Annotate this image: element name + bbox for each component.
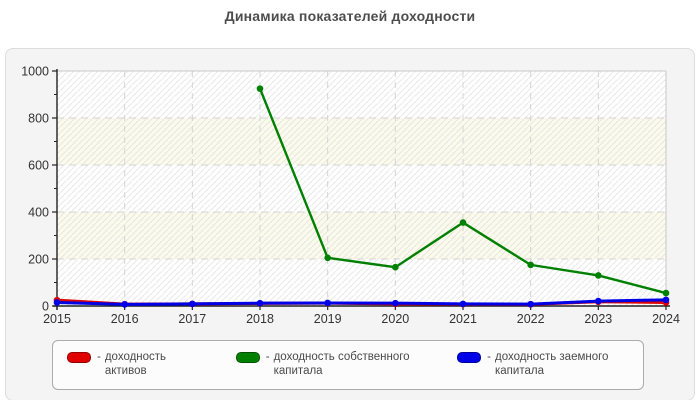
svg-text:2020: 2020 bbox=[381, 312, 409, 326]
svg-text:0: 0 bbox=[42, 300, 49, 314]
legend-dash: - bbox=[487, 351, 491, 363]
legend-dash: - bbox=[265, 351, 270, 363]
legend-dash: - bbox=[97, 351, 101, 363]
svg-text:800: 800 bbox=[28, 112, 49, 126]
svg-text:1000: 1000 bbox=[21, 65, 49, 79]
chart-title: Динамика показателей доходности bbox=[224, 8, 476, 24]
equity-series-swatch-icon bbox=[235, 352, 260, 363]
legend-label-assets: доходность активов bbox=[104, 351, 167, 378]
legend-item-borrowed: - доходность заемного капитала bbox=[457, 350, 631, 379]
legend-label-equity: доходность собственного капитала bbox=[273, 351, 410, 378]
svg-text:2023: 2023 bbox=[584, 312, 612, 326]
svg-text:2022: 2022 bbox=[517, 312, 545, 326]
borrowed-series-swatch-icon bbox=[457, 352, 482, 363]
svg-text:2024: 2024 bbox=[652, 312, 680, 326]
svg-text:2016: 2016 bbox=[111, 312, 139, 326]
svg-text:200: 200 bbox=[28, 253, 49, 267]
svg-text:2018: 2018 bbox=[246, 312, 274, 326]
legend: - доходность активов - доходность собств… bbox=[52, 340, 644, 390]
chart-panel: 0 200 400 600 800 1000 2015 2016 2017 2018 2019 202… bbox=[5, 48, 695, 400]
legend-item-equity: - доходность собственного капитала bbox=[235, 350, 429, 379]
svg-text:2021: 2021 bbox=[449, 312, 477, 326]
legend-label-borrowed: доходность заемного капитала bbox=[495, 351, 609, 378]
svg-text:600: 600 bbox=[28, 159, 49, 173]
legend-item-assets: - доходность активов bbox=[67, 350, 208, 379]
assets-series-swatch-icon bbox=[67, 352, 91, 363]
profitability-line-chart: 0 200 400 600 800 1000 2015 2016 2017 2018 2019 202… bbox=[21, 65, 680, 327]
svg-text:400: 400 bbox=[28, 206, 49, 220]
svg-text:2017: 2017 bbox=[178, 312, 206, 326]
svg-text:2019: 2019 bbox=[314, 312, 342, 326]
svg-text:2015: 2015 bbox=[43, 312, 71, 326]
